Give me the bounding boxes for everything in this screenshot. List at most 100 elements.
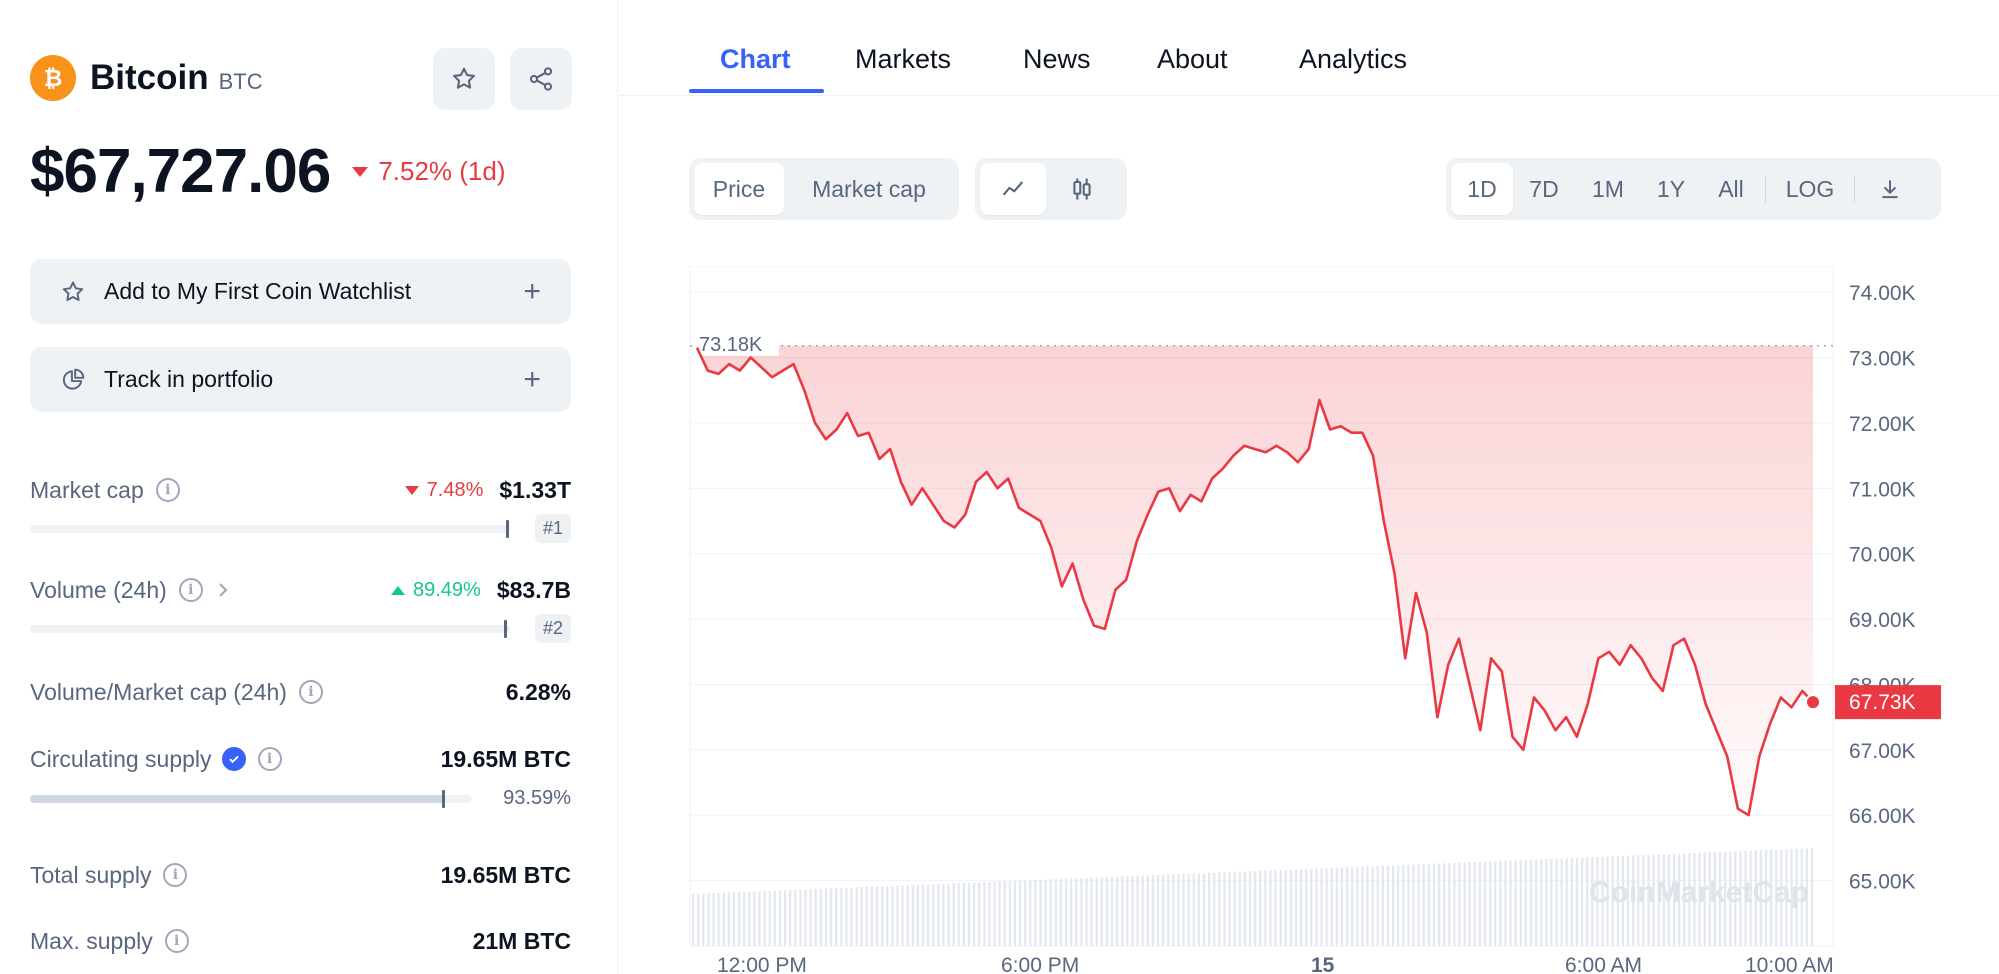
volume-bar	[1652, 854, 1655, 946]
candlestick-chart-button[interactable]	[1046, 163, 1118, 215]
line-chart-icon	[1002, 181, 1024, 196]
volume-bar	[1141, 875, 1144, 946]
volume-bar	[763, 891, 766, 946]
download-button[interactable]	[1859, 163, 1921, 215]
volume-bar	[1177, 874, 1180, 946]
svg-text:₿: ₿	[44, 66, 63, 92]
volume-bar	[1586, 857, 1589, 946]
volume-bar	[1248, 871, 1252, 946]
volume-bar	[1146, 875, 1149, 946]
volume-bar	[1080, 878, 1083, 946]
volume-label: Volume (24h)	[30, 576, 167, 603]
volume-bar	[916, 884, 919, 946]
tab-markets[interactable]: Markets	[855, 44, 952, 74]
volume-bar	[1724, 851, 1727, 946]
y-tick-label: 72.00K	[1849, 413, 1916, 436]
range-1d[interactable]: 1D	[1451, 163, 1513, 215]
volume-bar	[942, 883, 945, 946]
volume-bar	[1167, 874, 1170, 946]
info-icon[interactable]: i	[298, 680, 323, 704]
star-icon	[62, 280, 84, 301]
volume-bar	[1162, 874, 1165, 946]
y-tick-label: 69.00K	[1849, 609, 1916, 632]
volume-bar	[1575, 857, 1579, 946]
volume-bar	[1075, 878, 1078, 946]
range-7d[interactable]: 7D	[1529, 175, 1559, 202]
info-icon[interactable]: i	[155, 478, 180, 502]
info-icon[interactable]: i	[257, 747, 282, 771]
range-all[interactable]: All	[1718, 175, 1744, 202]
volume-bar	[1305, 868, 1308, 946]
volume-bar	[937, 883, 940, 946]
share-button[interactable]	[510, 48, 572, 110]
volume-bar	[921, 884, 925, 946]
tab-chart[interactable]: Chart	[720, 44, 791, 74]
volume-bar	[1197, 873, 1200, 946]
volume-bar	[1703, 852, 1706, 946]
info-icon[interactable]: i	[164, 929, 189, 953]
volume-bar	[993, 881, 996, 946]
favorite-button[interactable]	[433, 48, 495, 110]
volume-bar	[743, 891, 746, 946]
circulating-progress-bar	[30, 789, 472, 808]
y-tick-label: 66.00K	[1849, 805, 1916, 828]
market-cap-toggle[interactable]: Market cap	[812, 175, 926, 202]
down-arrow-icon	[404, 485, 419, 495]
volume-bar	[1790, 849, 1793, 946]
volume-bar	[1187, 873, 1190, 946]
tab-news[interactable]: News	[1023, 44, 1091, 74]
volume-bar	[1029, 880, 1032, 946]
divider	[1765, 175, 1766, 203]
volume-bar	[901, 885, 904, 946]
volume-bar	[886, 886, 889, 946]
volume-bar	[1565, 858, 1568, 946]
market-cap-bar	[30, 519, 510, 538]
volume-bar	[1049, 879, 1052, 946]
add-to-watchlist-button[interactable]: Add to My First Coin Watchlist +	[30, 259, 571, 324]
circulating-percent: 93.59%	[503, 787, 571, 809]
chevron-right-icon[interactable]	[215, 580, 231, 600]
volume-bar	[891, 885, 894, 946]
range-1m[interactable]: 1M	[1592, 175, 1624, 202]
volume-bar	[1361, 866, 1364, 946]
volume-bar	[1632, 855, 1635, 946]
line-chart-button[interactable]	[980, 163, 1046, 215]
volume-bar	[737, 892, 741, 946]
info-icon[interactable]: i	[163, 863, 188, 887]
info-icon[interactable]: i	[178, 578, 203, 602]
pie-chart-icon	[62, 368, 85, 390]
volume-bar	[1335, 867, 1338, 946]
vol-mcap-value: 6.28%	[505, 678, 571, 705]
volume-bar	[1739, 851, 1742, 946]
log-scale-toggle[interactable]: LOG	[1785, 175, 1835, 202]
y-tick-label: 65.00K	[1849, 871, 1916, 894]
volume-bar	[1013, 880, 1017, 946]
volume-bar	[1008, 881, 1011, 946]
tab-about[interactable]: About	[1157, 44, 1228, 74]
volume-bar	[1044, 879, 1047, 946]
volume-bar	[717, 892, 720, 946]
volume-bar	[1432, 863, 1436, 946]
volume-bar	[1299, 869, 1303, 946]
market-cap-label: Market cap	[30, 476, 144, 503]
range-1y[interactable]: 1Y	[1656, 175, 1686, 202]
volume-bar	[1412, 864, 1415, 946]
track-portfolio-button[interactable]: Track in portfolio +	[30, 347, 571, 412]
volume-bar	[1202, 873, 1206, 946]
volume-bar	[1606, 856, 1609, 946]
volume-bar	[1386, 865, 1390, 946]
price-chart[interactable]: 74.00K73.00K72.00K71.00K70.00K69.00K68.0…	[689, 265, 1949, 974]
price-toggle[interactable]: Price	[694, 163, 784, 215]
volume-bar	[1233, 871, 1236, 946]
coin-price: $67,727.06	[30, 137, 331, 206]
volume-bar	[1662, 854, 1665, 946]
volume-bar	[1504, 860, 1507, 946]
volume-bar	[1340, 867, 1344, 946]
volume-bar	[1110, 876, 1114, 946]
volume-bar	[1519, 860, 1522, 946]
volume-bar	[1611, 856, 1614, 946]
tab-analytics[interactable]: Analytics	[1299, 44, 1408, 74]
volume-bar	[1805, 848, 1808, 946]
volume-bar	[1780, 849, 1783, 946]
volume-bar	[1090, 877, 1093, 946]
